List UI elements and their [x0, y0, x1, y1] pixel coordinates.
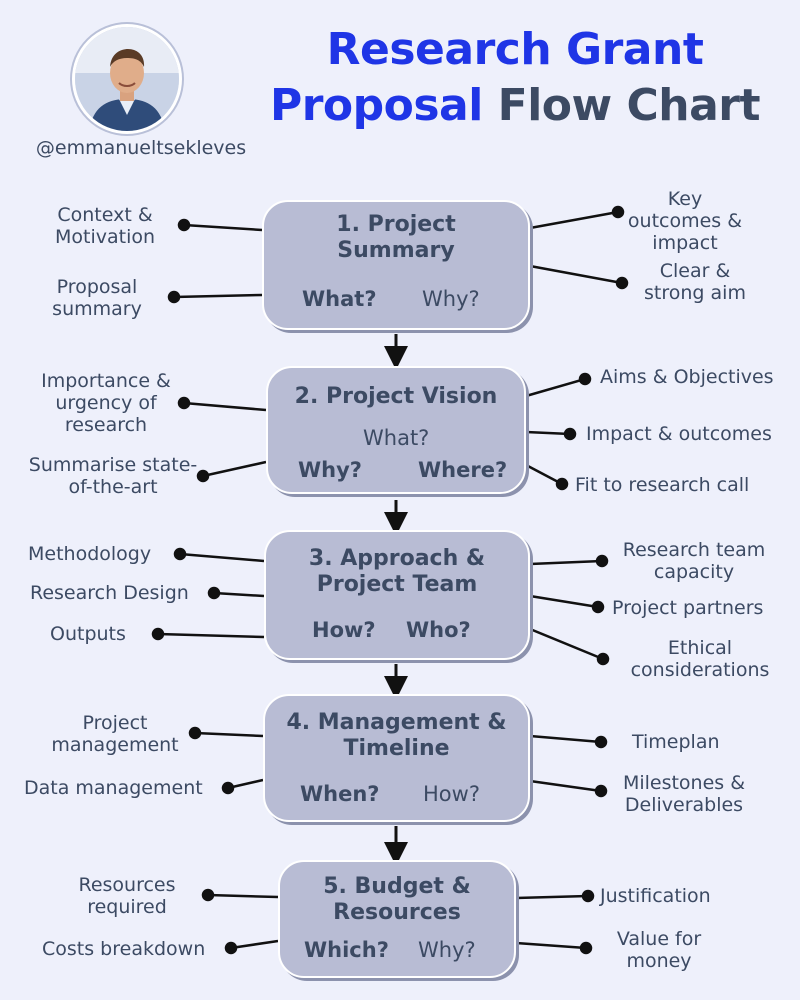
- step-5-question-1: Which?: [304, 938, 389, 962]
- step-3-title: 3. Approach & Project Team: [308, 546, 486, 597]
- step-2-right-label-3: Fit to research call: [575, 474, 750, 496]
- step-1-question-2: Why?: [422, 287, 480, 311]
- step-3-left-label-3: Outputs: [50, 623, 126, 645]
- step-4-question-2: How?: [423, 782, 480, 806]
- step-1-box: 1. Project Summary What? Why?: [262, 200, 530, 330]
- step-5-box: 5. Budget & Resources Which? Why?: [278, 860, 516, 978]
- step-1-question-1: What?: [302, 287, 377, 311]
- step-5-right-label-1: Justification: [600, 885, 711, 907]
- step-1-right-label-1: Key outcomes & impact: [627, 188, 743, 254]
- step-1-title: 1. Project Summary: [336, 212, 456, 263]
- step-3-left-label-1: Methodology: [28, 543, 152, 565]
- page-title: Research Grant Proposal Flow Chart: [230, 22, 800, 134]
- step-5-title: 5. Budget & Resources: [323, 874, 471, 925]
- title-highlight: Proposal: [269, 80, 483, 131]
- step-3-question-2: Who?: [406, 618, 471, 642]
- step-3-right-label-1: Research team capacity: [622, 539, 766, 583]
- avatar: [72, 24, 182, 134]
- step-2-left-label-2: Summarise state-of-the-art: [28, 454, 198, 498]
- step-3-left-label-2: Research Design: [30, 582, 189, 604]
- step-2-title: 2. Project Vision: [294, 384, 498, 409]
- step-3-right-label-2: Project partners: [612, 597, 764, 619]
- title-line-1: Research Grant: [326, 24, 704, 75]
- step-4-box: 4. Management & Timeline When? How?: [263, 694, 530, 822]
- step-2-question-1: What?: [363, 426, 430, 450]
- step-1-left-label-2: Proposal summary: [52, 276, 142, 320]
- step-2-right-label-2: Impact & outcomes: [586, 423, 772, 445]
- step-5-left-label-2: Costs breakdown: [42, 938, 206, 960]
- author-handle: @emmanueltsekleves: [35, 137, 247, 159]
- step-3-right-label-3: Ethical considerations: [630, 637, 770, 681]
- step-2-left-label-1: Importance & urgency of research: [41, 370, 171, 436]
- step-4-right-label-2: Milestones & Deliverables: [622, 772, 746, 816]
- step-1-left-label-1: Context & Motivation: [54, 204, 156, 248]
- title-rest: Flow Chart: [497, 80, 761, 131]
- step-4-title: 4. Management & Timeline: [286, 710, 507, 761]
- step-4-left-label-2: Data management: [24, 777, 203, 799]
- step-3-box: 3. Approach & Project Team How? Who?: [264, 530, 530, 660]
- step-5-right-label-2: Value for money: [616, 928, 702, 972]
- step-4-right-label-1: Timeplan: [632, 731, 720, 753]
- step-4-left-label-1: Project management: [51, 712, 179, 756]
- step-1-right-label-2: Clear & strong aim: [644, 260, 746, 304]
- step-2-question-2: Why?: [298, 458, 362, 482]
- person-photo-icon: [75, 27, 179, 131]
- step-2-box: 2. Project Vision What? Why? Where?: [266, 366, 526, 494]
- step-2-right-label-1: Aims & Objectives: [600, 366, 774, 388]
- step-5-question-2: Why?: [418, 938, 476, 962]
- step-4-question-1: When?: [300, 782, 380, 806]
- step-3-question-1: How?: [312, 618, 376, 642]
- step-5-left-label-1: Resources required: [78, 874, 176, 918]
- step-2-question-3: Where?: [418, 458, 508, 482]
